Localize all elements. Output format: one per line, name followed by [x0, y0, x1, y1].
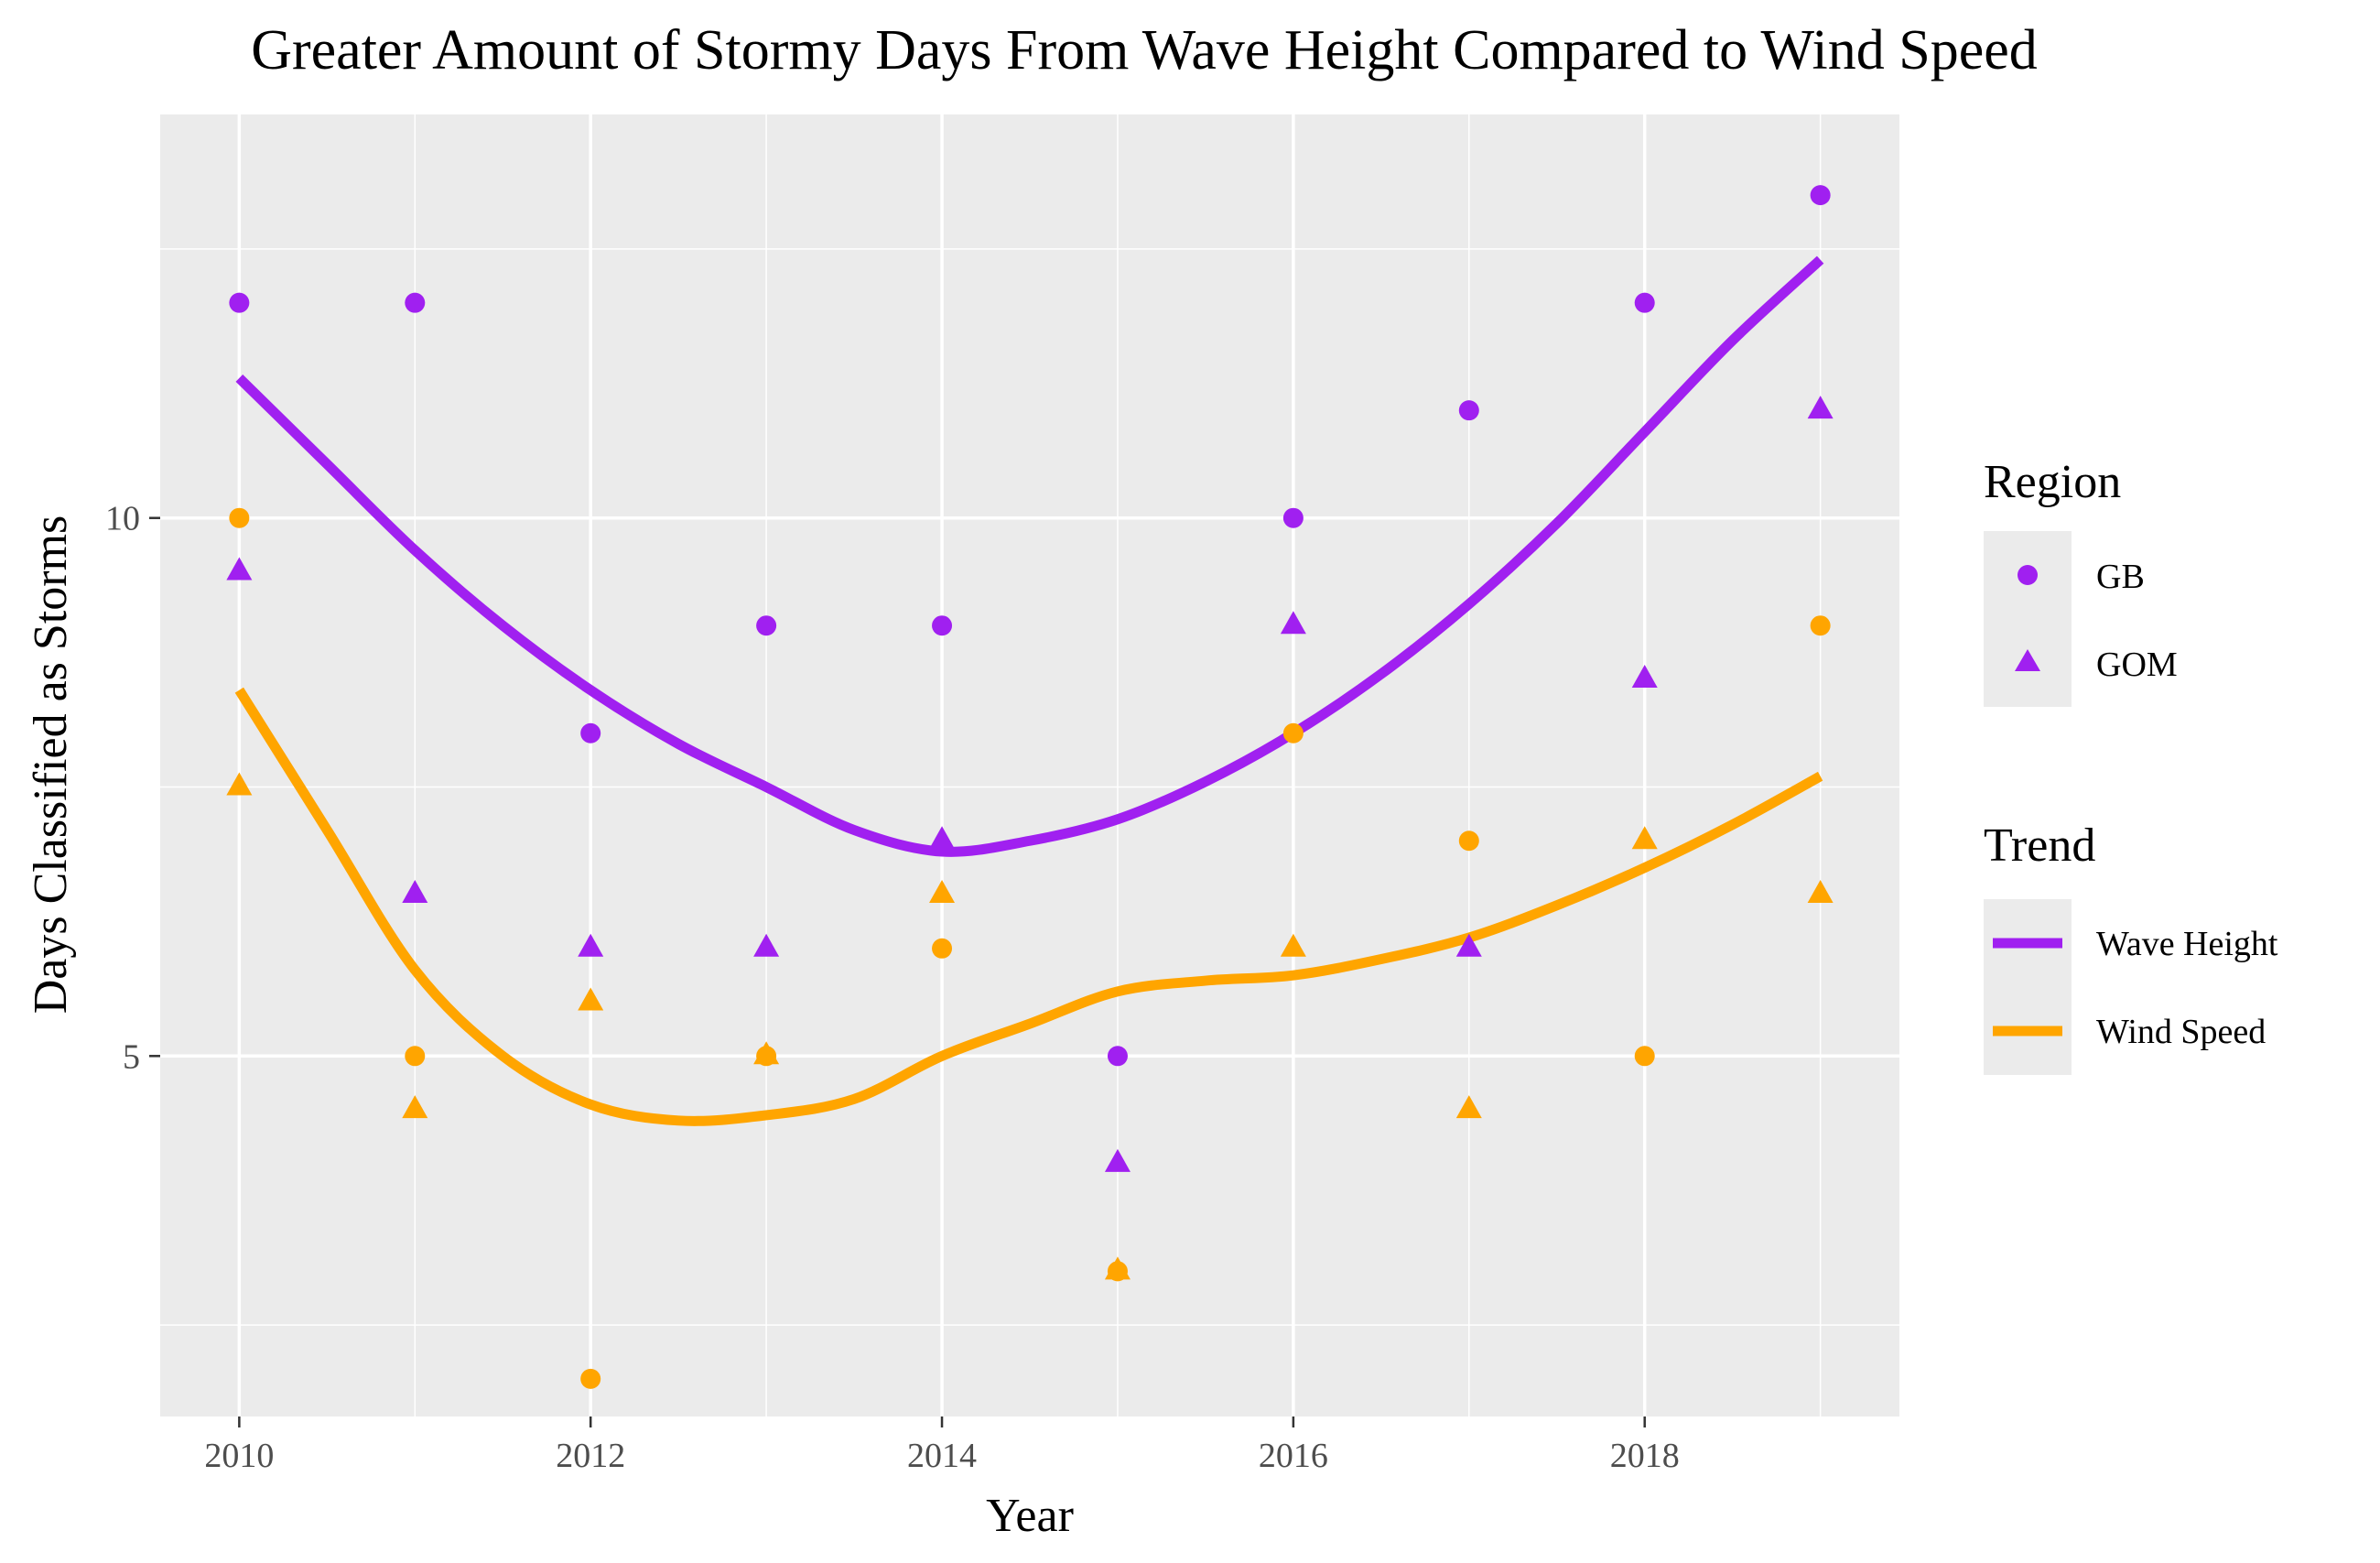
data-point-wind-speed-gb	[405, 1046, 426, 1067]
trend-line-wave-height	[235, 255, 1824, 857]
y-axis-title: Days Classified as Storms	[25, 516, 77, 1015]
data-point-wave-height-gom	[753, 933, 780, 957]
data-point-wave-height-gb	[580, 722, 601, 744]
data-point-wave-height-gom	[1807, 396, 1834, 419]
x-tick-label: 2018	[1610, 1437, 1680, 1475]
x-tick-label: 2010	[204, 1437, 274, 1475]
data-point-wave-height-gom	[578, 933, 604, 957]
data-point-wind-speed-gom	[1631, 826, 1658, 850]
x-tick-label: 2016	[1259, 1437, 1328, 1475]
data-point-wave-height-gom	[226, 557, 253, 581]
data-point-wind-speed-gom	[929, 880, 956, 904]
data-point-wind-speed-gom	[226, 772, 253, 796]
data-point-wind-speed-gom	[402, 1095, 428, 1119]
data-point-wind-speed-gom	[753, 1041, 780, 1065]
legend-trend: Trend Wave Height Wind Speed	[1984, 819, 2278, 1075]
legend-label-wind-speed: Wind Speed	[2096, 1013, 2266, 1051]
data-point-wave-height-gom	[1631, 664, 1658, 688]
legend-region-title: Region	[1984, 456, 2121, 508]
data-point-wave-height-gb	[932, 615, 953, 636]
data-point-wind-speed-gom	[1455, 1095, 1482, 1119]
legend-label-wave-height: Wave Height	[2096, 925, 2278, 963]
data-point-wind-speed-gom	[1280, 933, 1306, 957]
data-point-wind-speed-gom	[578, 987, 604, 1011]
trend-line-wind-speed	[234, 687, 1823, 1126]
x-tick-label: 2014	[907, 1437, 977, 1475]
grid-lines	[160, 114, 1899, 1416]
data-point-wind-speed-gb	[1810, 615, 1831, 636]
data-point-wave-height-gb	[1282, 507, 1304, 528]
legend-region: Region GB GOM	[1984, 456, 2178, 707]
plot-panel	[160, 114, 1899, 1416]
data-point-wave-height-gb	[405, 292, 426, 313]
y-axis: 5 10	[105, 500, 160, 1076]
data-point-wave-height-gb	[229, 292, 250, 313]
data-point-wind-speed-gb	[1458, 830, 1479, 852]
y-tick-label: 5	[123, 1037, 140, 1076]
data-point-wind-speed-gom	[1104, 1256, 1130, 1280]
data-point-wave-height-gom	[1280, 611, 1306, 635]
data-point-wave-height-gb	[1810, 185, 1831, 206]
data-point-wind-speed-gb	[1282, 722, 1304, 744]
chart-title: Greater Amount of Stormy Days From Wave …	[251, 19, 2038, 81]
data-point-wave-height-gom	[929, 826, 956, 850]
legend-trend-title: Trend	[1984, 819, 2095, 872]
legend-circle-icon	[2018, 565, 2038, 585]
data-point-wave-height-gb	[1634, 292, 1655, 313]
data-point-wind-speed-gb	[229, 507, 250, 528]
y-tick-label: 10	[105, 500, 140, 538]
data-point-wave-height-gb	[1107, 1046, 1128, 1067]
data-point-wave-height-gb	[1458, 400, 1479, 421]
data-point-wave-height-gom	[1104, 1148, 1130, 1172]
data-point-wave-height-gom	[1455, 933, 1482, 957]
legend-label-gb: GB	[2096, 558, 2145, 596]
legend-label-gom: GOM	[2096, 646, 2178, 684]
x-axis-title: Year	[986, 1490, 1074, 1542]
data-point-wind-speed-gb	[580, 1368, 601, 1389]
data-point-wind-speed-gom	[1807, 880, 1834, 904]
data-point-wind-speed-gb	[932, 938, 953, 959]
x-axis: 2010 2012 2014 2016 2018	[204, 1416, 1680, 1475]
data-point-wind-speed-gb	[1634, 1046, 1655, 1067]
data-point-wave-height-gb	[756, 615, 777, 636]
data-points	[226, 185, 1834, 1389]
trend-lines	[234, 255, 1824, 1126]
legend-triangle-icon	[2015, 649, 2040, 671]
x-tick-label: 2012	[556, 1437, 625, 1475]
data-point-wave-height-gom	[402, 880, 428, 904]
